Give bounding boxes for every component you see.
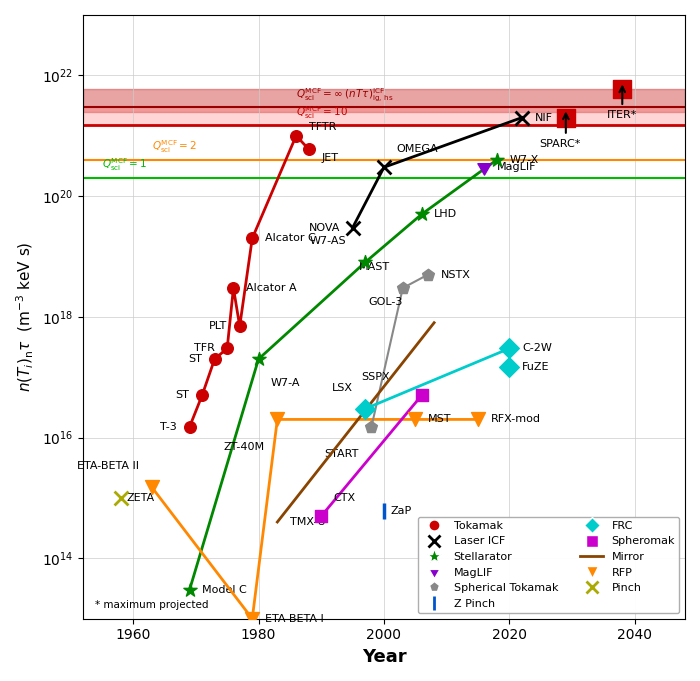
Text: LHD: LHD xyxy=(434,209,457,219)
Text: Model C: Model C xyxy=(202,585,247,595)
Text: Alcator C: Alcator C xyxy=(265,234,316,243)
Bar xyxy=(83,107,685,125)
Y-axis label: $n(T_i)_\mathrm{n}\tau$  (m$^{-3}$ keV s): $n(T_i)_\mathrm{n}\tau$ (m$^{-3}$ keV s) xyxy=(15,242,36,392)
Text: ZT-40M: ZT-40M xyxy=(224,441,265,452)
Point xyxy=(303,144,314,155)
Text: PLT: PLT xyxy=(209,321,228,331)
Point xyxy=(246,233,258,244)
Point xyxy=(491,155,503,165)
Text: ST: ST xyxy=(188,354,202,364)
Point xyxy=(246,614,258,624)
Text: W7-AS: W7-AS xyxy=(309,236,346,247)
Text: $Q_\mathrm{sci}^\mathrm{MCF}=\infty\;(nT\tau)^\mathrm{ICF}_\mathrm{ig,\,hs}$: $Q_\mathrm{sci}^\mathrm{MCF}=\infty\;(nT… xyxy=(296,87,394,104)
Point xyxy=(479,162,490,173)
Text: NOVA: NOVA xyxy=(309,223,340,233)
Text: NIF: NIF xyxy=(535,112,552,123)
Text: ST: ST xyxy=(176,390,190,400)
Text: ETA-BETA II: ETA-BETA II xyxy=(78,461,139,471)
Point xyxy=(228,283,239,294)
Point xyxy=(115,492,126,503)
Text: Alcator A: Alcator A xyxy=(246,283,297,293)
Text: W7-A: W7-A xyxy=(271,378,300,388)
Text: FuZE: FuZE xyxy=(522,362,550,372)
Text: SPARC*: SPARC* xyxy=(539,139,580,148)
Point xyxy=(316,511,327,522)
Text: RFX-mod: RFX-mod xyxy=(491,415,540,424)
Text: START: START xyxy=(325,449,359,459)
Point xyxy=(366,422,377,432)
Point xyxy=(416,390,427,401)
Text: TFR: TFR xyxy=(194,343,215,353)
Text: OMEGA: OMEGA xyxy=(396,144,438,154)
Point xyxy=(410,414,421,425)
Point xyxy=(517,112,528,123)
Text: * maximum projected: * maximum projected xyxy=(95,600,209,609)
Text: C-2W: C-2W xyxy=(522,343,552,353)
Text: T-3: T-3 xyxy=(160,422,177,432)
Point xyxy=(560,112,571,123)
Text: $Q_\mathrm{sci}^\mathrm{MCF}=10$: $Q_\mathrm{sci}^\mathrm{MCF}=10$ xyxy=(296,105,348,121)
Text: $Q_\mathrm{sci}^\mathrm{MCF}=1$: $Q_\mathrm{sci}^\mathrm{MCF}=1$ xyxy=(102,157,147,173)
Text: ZaP: ZaP xyxy=(390,507,412,516)
Text: SSPX: SSPX xyxy=(362,373,390,382)
Point xyxy=(473,414,484,425)
Point xyxy=(504,361,515,372)
Point xyxy=(360,403,371,414)
Text: ZETA: ZETA xyxy=(127,493,155,503)
X-axis label: Year: Year xyxy=(362,648,406,666)
Point xyxy=(379,162,390,173)
Text: NSTX: NSTX xyxy=(440,270,470,280)
Text: ITER*: ITER* xyxy=(607,110,638,120)
Point xyxy=(272,414,283,425)
Point xyxy=(422,269,433,280)
Text: JET: JET xyxy=(321,153,338,163)
Text: MagLIF: MagLIF xyxy=(497,162,536,172)
Point xyxy=(234,321,245,332)
Point xyxy=(209,353,220,364)
Point xyxy=(397,283,408,294)
Point xyxy=(197,390,208,401)
Text: ETA-BETA I: ETA-BETA I xyxy=(265,614,323,624)
Text: $Q_\mathrm{sci}^\mathrm{MCF}=2$: $Q_\mathrm{sci}^\mathrm{MCF}=2$ xyxy=(152,138,197,155)
Point xyxy=(360,257,371,268)
Text: MST: MST xyxy=(428,415,452,424)
Point xyxy=(504,343,515,354)
Text: TFTR: TFTR xyxy=(309,122,336,131)
Point xyxy=(416,209,427,220)
Point xyxy=(617,83,628,94)
Point xyxy=(146,482,158,493)
Point xyxy=(222,343,233,354)
Point xyxy=(253,353,264,364)
Point xyxy=(184,422,195,432)
Bar xyxy=(83,89,685,112)
Text: W7-X: W7-X xyxy=(510,155,538,165)
Text: CTX: CTX xyxy=(334,493,356,503)
Point xyxy=(184,584,195,595)
Text: TMX-U: TMX-U xyxy=(290,517,326,527)
Point xyxy=(347,222,358,233)
Point xyxy=(379,506,390,517)
Text: LSX: LSX xyxy=(332,383,353,393)
Legend: Tokamak, Laser ICF, Stellarator, MagLIF, Spherical Tokamak, Z Pinch, FRC, Sphero: Tokamak, Laser ICF, Stellarator, MagLIF,… xyxy=(418,516,680,613)
Text: MAST: MAST xyxy=(359,262,390,272)
Point xyxy=(290,130,302,141)
Text: GOL-3: GOL-3 xyxy=(368,297,402,306)
